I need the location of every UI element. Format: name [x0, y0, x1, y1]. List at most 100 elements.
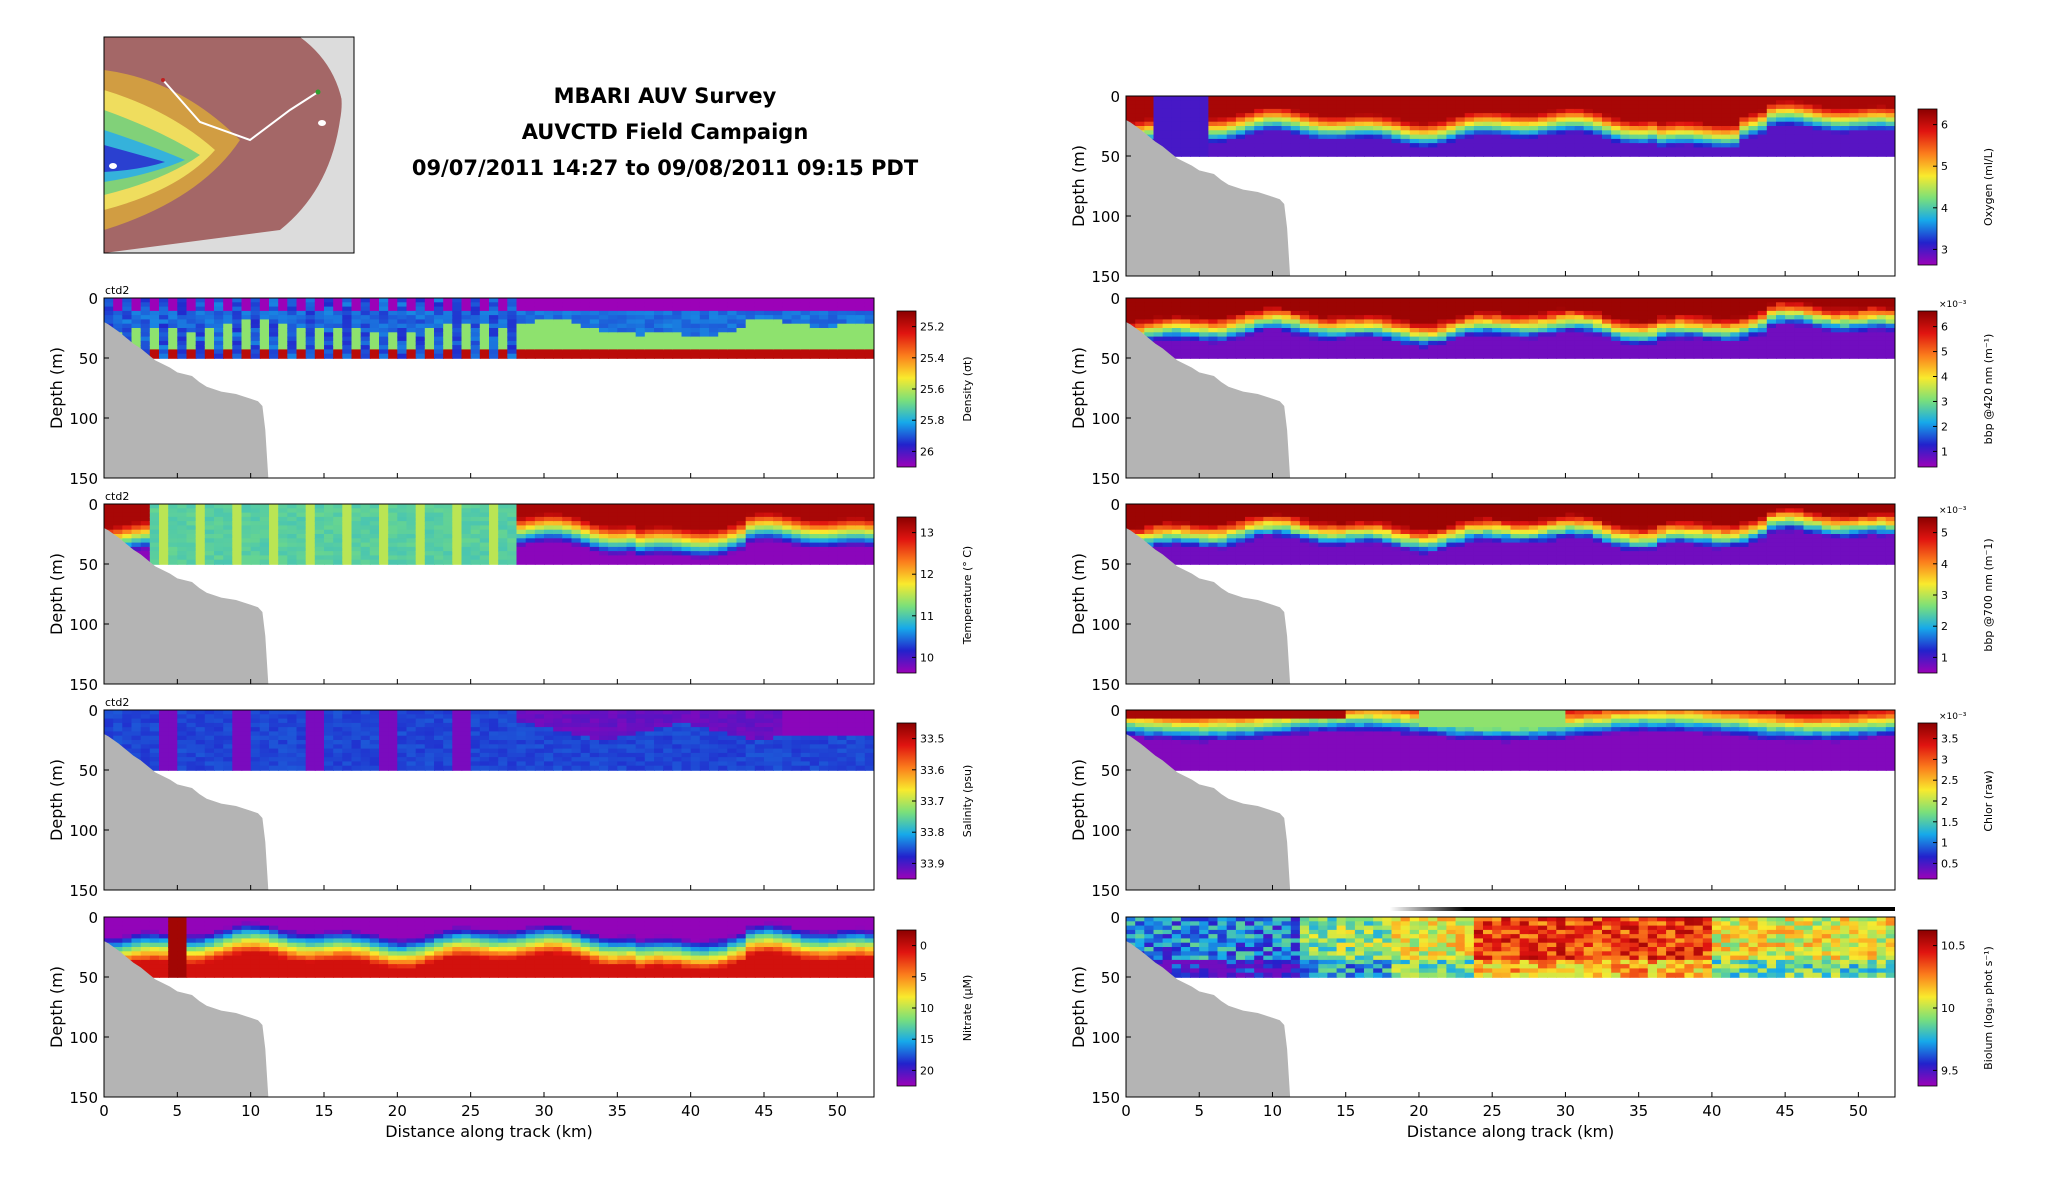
cell: [287, 328, 298, 334]
cell: [544, 302, 554, 308]
cell: [699, 302, 710, 308]
cell: [351, 955, 362, 961]
cell: [241, 310, 252, 316]
colorbar-tick-label: 12: [920, 568, 934, 581]
cell: [177, 740, 188, 746]
cell: [828, 765, 839, 771]
cell: [773, 516, 784, 522]
cell: [800, 968, 811, 974]
cell: [314, 525, 325, 531]
cell: [864, 925, 874, 931]
cell: [113, 525, 124, 531]
cell: [269, 310, 279, 316]
cell: [342, 345, 353, 351]
cell: [736, 315, 747, 321]
cell: [324, 718, 334, 724]
cell: [443, 718, 454, 724]
cell: [837, 964, 848, 970]
cell: [855, 714, 866, 720]
cell: [333, 340, 344, 346]
cell: [369, 731, 380, 737]
cell: [599, 757, 609, 763]
cell: [672, 761, 683, 767]
cell: [1135, 117, 1146, 123]
cell: [259, 332, 270, 338]
cell: [608, 714, 619, 720]
cell: [736, 512, 747, 518]
cell: [278, 332, 289, 338]
cell: [1171, 151, 1182, 157]
cell: [314, 508, 325, 514]
cell: [186, 752, 197, 758]
cell: [727, 731, 738, 737]
cell: [599, 947, 609, 953]
cell: [855, 310, 866, 316]
cell: [489, 340, 499, 346]
cell: [498, 538, 509, 544]
cell: [580, 740, 591, 746]
cell: [159, 972, 169, 978]
cell: [754, 529, 765, 535]
cell: [727, 306, 738, 312]
cell: [452, 340, 463, 346]
cell: [690, 310, 701, 316]
cell: [177, 968, 188, 974]
colorbar-tick-label: 11: [920, 610, 934, 623]
cell: [534, 714, 545, 720]
cell: [773, 559, 784, 565]
cell: [452, 529, 463, 535]
cell: [232, 972, 243, 978]
cell: [379, 752, 389, 758]
cell: [837, 559, 848, 565]
cell: [837, 955, 848, 961]
cell: [644, 731, 655, 737]
cell: [360, 968, 371, 974]
cell: [259, 508, 270, 514]
cell: [727, 336, 738, 342]
cell: [489, 959, 499, 965]
cell: [140, 340, 151, 346]
cell: [388, 731, 399, 737]
cell: [544, 959, 554, 965]
cell: [1144, 96, 1155, 102]
cell: [718, 748, 729, 754]
cell: [544, 353, 554, 359]
cell: [727, 551, 738, 557]
cell: [580, 538, 591, 544]
cell: [415, 546, 426, 552]
cell: [745, 942, 756, 948]
cell: [809, 529, 820, 535]
cell: [223, 761, 234, 767]
cell: [819, 968, 829, 974]
cell: [617, 917, 628, 923]
cell: [1190, 96, 1201, 102]
cell: [553, 934, 564, 940]
cell: [864, 727, 874, 733]
cell: [204, 529, 215, 535]
cell: [296, 349, 307, 355]
cell: [525, 328, 536, 334]
cell: [690, 546, 701, 552]
cell: [379, 516, 389, 522]
cell: [1144, 113, 1155, 119]
cell: [681, 942, 692, 948]
cell: [617, 353, 628, 359]
cell: [424, 546, 435, 552]
cell: [140, 951, 151, 957]
cell: [589, 740, 600, 746]
cell: [736, 546, 747, 552]
cell: [259, 512, 270, 518]
cell: [214, 332, 224, 338]
cell: [626, 521, 637, 527]
cell: [140, 947, 151, 953]
cell: [608, 947, 619, 953]
cell: [773, 731, 784, 737]
cell: [1135, 121, 1146, 127]
cell: [544, 328, 554, 334]
cell: [764, 323, 774, 329]
cell: [232, 748, 243, 754]
cell: [131, 947, 142, 953]
cell: [168, 319, 179, 325]
cell: [507, 328, 518, 334]
